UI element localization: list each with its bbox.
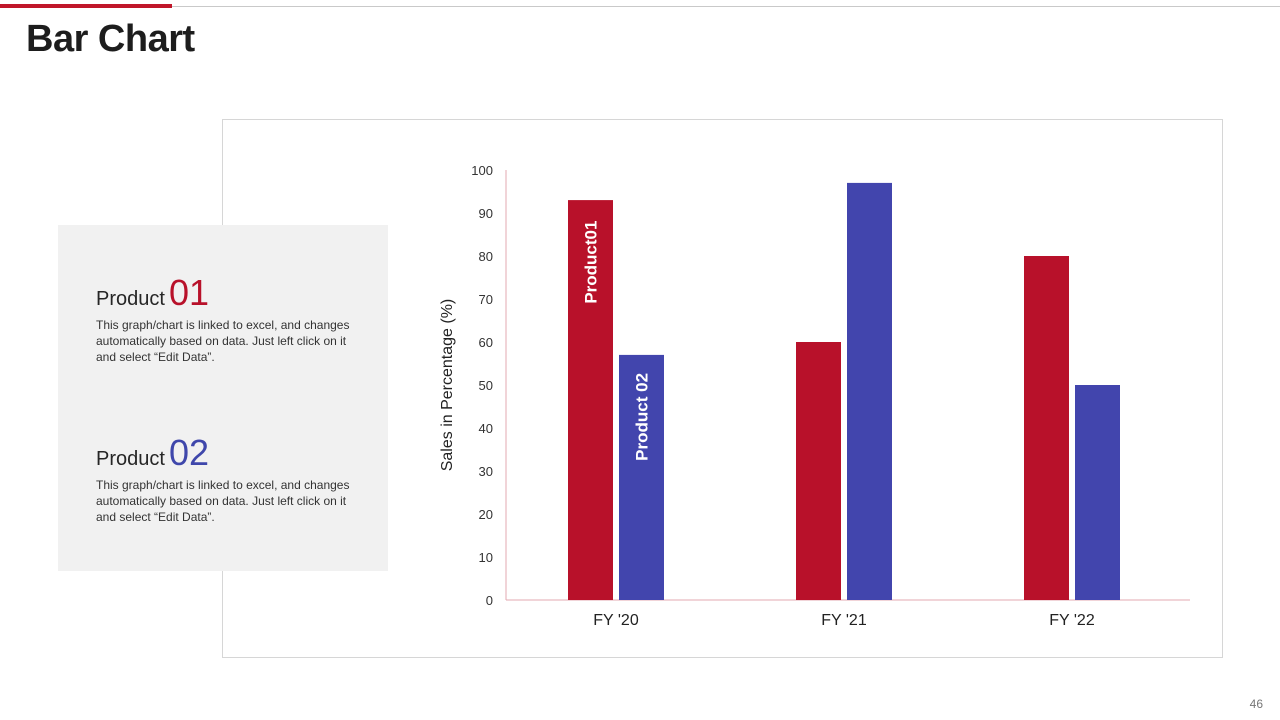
top-divider-line bbox=[0, 6, 1280, 7]
product-02-number: 02 bbox=[168, 432, 209, 473]
y-tick-label: 60 bbox=[479, 335, 493, 350]
product-02-block: Product 02 This graph/chart is linked to … bbox=[96, 435, 366, 525]
y-tick-label: 70 bbox=[479, 292, 493, 307]
page-title: Bar Chart bbox=[26, 18, 195, 60]
product-01-label: Product bbox=[96, 288, 165, 310]
bar-1-2[interactable] bbox=[796, 342, 841, 600]
bar-2-2[interactable] bbox=[847, 182, 892, 600]
y-tick-label: 50 bbox=[479, 378, 493, 393]
y-tick-label: 0 bbox=[486, 593, 493, 608]
y-tick-label: 40 bbox=[479, 421, 493, 436]
bar-1-3[interactable] bbox=[1024, 256, 1069, 600]
top-accent-bar bbox=[0, 4, 172, 8]
bar-2-3[interactable] bbox=[1075, 385, 1120, 600]
y-tick-label: 90 bbox=[479, 206, 493, 221]
series-2-bar-label: Product 02 bbox=[633, 373, 652, 461]
product-02-label: Product bbox=[96, 448, 165, 470]
y-tick-label: 10 bbox=[479, 550, 493, 565]
y-tick-label: 20 bbox=[479, 507, 493, 522]
product-02-heading: Product 02 bbox=[96, 435, 366, 471]
product-02-description: This graph/chart is linked to excel, and… bbox=[96, 478, 350, 524]
product-01-description: This graph/chart is linked to excel, and… bbox=[96, 318, 350, 364]
y-tick-label: 80 bbox=[479, 249, 493, 264]
product-01-number: 01 bbox=[168, 272, 209, 313]
bar-2-1[interactable] bbox=[619, 354, 664, 600]
bar-1-1[interactable] bbox=[568, 200, 613, 600]
product-info-panel: Product 01 This graph/chart is linked to … bbox=[58, 225, 388, 571]
series-1-bar-label: Product01 bbox=[582, 221, 601, 304]
x-tick-label: FY '21 bbox=[821, 612, 867, 629]
y-axis-title: Sales in Percentage (%) bbox=[439, 299, 456, 472]
y-tick-label: 30 bbox=[479, 464, 493, 479]
x-tick-label: FY '22 bbox=[1049, 612, 1095, 629]
page-number: 46 bbox=[1249, 697, 1263, 711]
product-01-heading: Product 01 bbox=[96, 275, 366, 311]
x-tick-label: FY '20 bbox=[593, 612, 639, 629]
product-01-block: Product 01 This graph/chart is linked to … bbox=[96, 275, 366, 365]
y-tick-label: 100 bbox=[471, 163, 493, 178]
